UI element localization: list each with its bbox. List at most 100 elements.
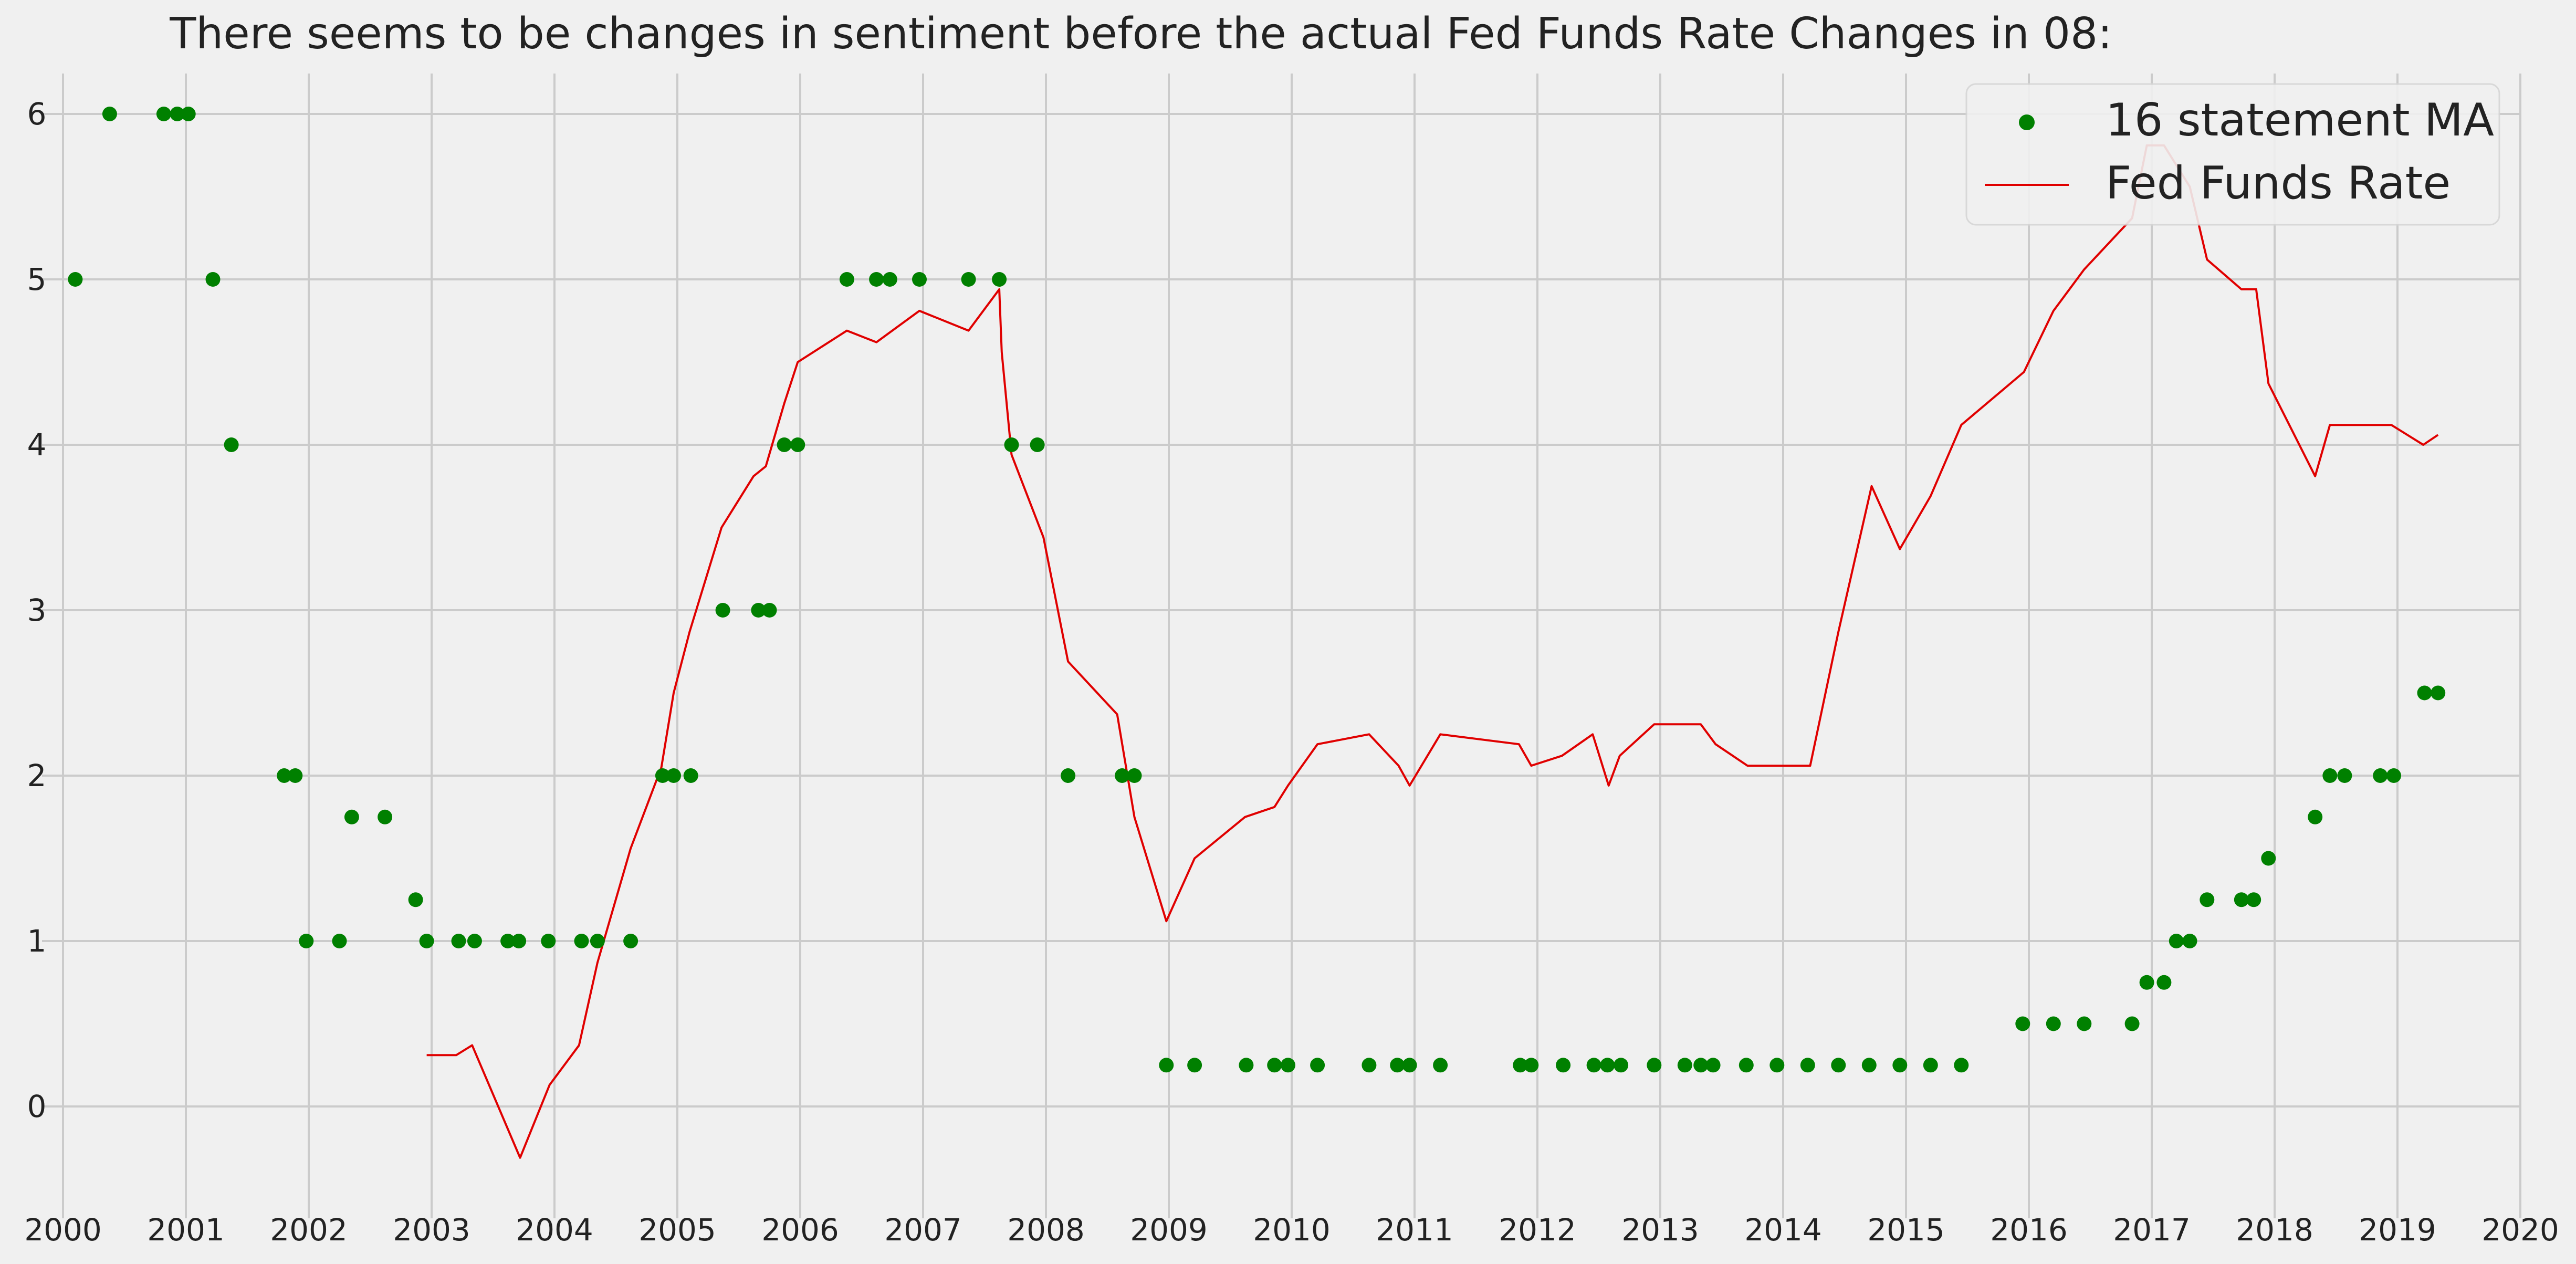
- statement-ma-point: [1556, 1058, 1571, 1073]
- statement-ma-point: [1705, 1058, 1721, 1073]
- x-tick-label-2018: 2018: [2236, 1212, 2313, 1248]
- statement-ma-point: [1861, 1058, 1877, 1073]
- statement-ma-point: [1647, 1058, 1662, 1073]
- statement-ma-point: [2015, 1016, 2030, 1031]
- y-tick-label-3: 3: [27, 592, 47, 628]
- statement-ma-point: [1769, 1058, 1785, 1073]
- statement-ma-point: [992, 272, 1007, 287]
- statement-ma-point: [451, 934, 466, 948]
- statement-ma-point: [2077, 1016, 2092, 1031]
- x-tick-label-2013: 2013: [1621, 1212, 1699, 1248]
- statement-ma-point: [2246, 892, 2261, 907]
- x-tick-label-2011: 2011: [1376, 1212, 1453, 1248]
- statement-ma-point: [790, 437, 805, 452]
- statement-ma-point: [1586, 1058, 1601, 1073]
- y-tick-labels: 0 1 2 3 4 5 6: [27, 96, 47, 1124]
- x-tick-label-2001: 2001: [147, 1212, 225, 1248]
- legend-label-statement-ma: 16 statement MA: [2106, 94, 2494, 147]
- chart-title: There seems to be changes in sentiment b…: [169, 9, 2112, 59]
- statement-ma-point: [224, 437, 239, 452]
- statement-ma-point: [541, 934, 556, 948]
- statement-ma-point: [156, 107, 171, 121]
- statement-ma-point: [2156, 975, 2172, 990]
- statement-ma-point: [961, 272, 976, 287]
- statement-ma-point: [1187, 1058, 1202, 1073]
- statement-ma-point: [2337, 768, 2352, 783]
- statement-ma-point: [1923, 1058, 1938, 1073]
- statement-ma-point: [574, 934, 589, 948]
- statement-ma-point: [2322, 768, 2338, 783]
- y-tick-label-0: 0: [27, 1089, 47, 1124]
- statement-ma-point: [1892, 1058, 1908, 1073]
- x-tick-labels: 2000 2001 2002 2003 2004 2005 2006 2007 2008 2009…: [24, 1212, 2559, 1248]
- statement-ma-point: [378, 809, 393, 824]
- x-tick-label-2012: 2012: [1499, 1212, 1576, 1248]
- statement-ma-point: [1513, 1058, 1528, 1073]
- statement-ma-point: [2124, 1016, 2140, 1031]
- statement-ma-point: [623, 934, 638, 948]
- statement-ma-point: [102, 107, 117, 121]
- statement-ma-series: [68, 107, 2446, 1073]
- statement-ma-point: [2431, 685, 2446, 701]
- statement-ma-point: [419, 934, 434, 948]
- statement-ma-point: [68, 272, 83, 287]
- statement-ma-point: [869, 272, 884, 287]
- legend-box: [1965, 83, 2500, 226]
- statement-ma-point: [467, 934, 482, 948]
- statement-ma-point: [2234, 892, 2249, 907]
- statement-ma-point: [277, 768, 292, 783]
- statement-ma-point: [1061, 768, 1076, 783]
- statement-ma-point: [288, 768, 303, 783]
- statement-ma-point: [1524, 1058, 1539, 1073]
- x-tick-label-2005: 2005: [638, 1212, 716, 1248]
- legend: 16 statement MA Fed Funds Rate: [1965, 83, 2500, 226]
- statement-ma-point: [2200, 892, 2215, 907]
- y-tick-label-6: 6: [27, 96, 47, 132]
- statement-ma-point: [2169, 934, 2184, 948]
- statement-ma-point: [1281, 1058, 1295, 1073]
- x-tick-label-2016: 2016: [1990, 1212, 2068, 1248]
- x-tick-label-2003: 2003: [393, 1212, 470, 1248]
- x-tick-label-2017: 2017: [2113, 1212, 2191, 1248]
- y-tick-label-2: 2: [27, 758, 47, 793]
- x-tick-label-2006: 2006: [761, 1212, 839, 1248]
- y-tick-label-4: 4: [27, 427, 47, 463]
- statement-ma-point: [666, 768, 681, 783]
- statement-ma-point: [205, 272, 221, 287]
- statement-ma-point: [882, 272, 897, 287]
- statement-ma-point: [1004, 437, 1019, 452]
- statement-ma-point: [2139, 975, 2154, 990]
- statement-ma-point: [1239, 1058, 1254, 1073]
- statement-ma-point: [715, 603, 730, 618]
- statement-ma-point: [1600, 1058, 1615, 1073]
- statement-ma-point: [683, 768, 698, 783]
- statement-ma-point: [1693, 1058, 1709, 1073]
- x-tick-label-2008: 2008: [1007, 1212, 1085, 1248]
- statement-ma-point: [500, 934, 516, 948]
- statement-ma-point: [2373, 768, 2388, 783]
- statement-ma-point: [1127, 768, 1142, 783]
- statement-ma-point: [1390, 1058, 1405, 1073]
- statement-ma-point: [344, 809, 359, 824]
- grid: [42, 74, 2521, 1218]
- x-tick-label-2009: 2009: [1130, 1212, 1208, 1248]
- x-tick-label-2020: 2020: [2481, 1212, 2559, 1248]
- statement-ma-point: [912, 272, 927, 287]
- statement-ma-point: [1614, 1058, 1629, 1073]
- statement-ma-point: [777, 437, 792, 452]
- statement-ma-point: [2046, 1016, 2061, 1031]
- statement-ma-point: [2261, 851, 2276, 866]
- statement-ma-point: [655, 768, 670, 783]
- y-tick-label-1: 1: [27, 923, 47, 959]
- statement-ma-point: [2386, 768, 2401, 783]
- x-tick-label-2010: 2010: [1253, 1212, 1331, 1248]
- x-tick-label-2015: 2015: [1867, 1212, 1945, 1248]
- statement-ma-point: [1402, 1058, 1417, 1073]
- statement-ma-point: [299, 934, 314, 948]
- y-tick-label-5: 5: [27, 262, 47, 297]
- statement-ma-point: [762, 603, 777, 618]
- statement-ma-point: [1159, 1058, 1174, 1073]
- statement-ma-point: [590, 934, 605, 948]
- statement-ma-point: [2417, 685, 2432, 701]
- statement-ma-point: [1030, 437, 1045, 452]
